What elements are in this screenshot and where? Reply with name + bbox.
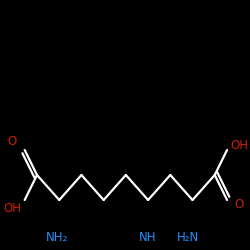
Text: OH: OH [3,202,21,215]
Text: NH: NH [139,231,157,244]
Text: NH₂: NH₂ [46,231,68,244]
Text: H₂N: H₂N [176,231,199,244]
Text: O: O [8,135,17,148]
Text: OH: OH [230,139,248,152]
Text: O: O [235,198,244,211]
